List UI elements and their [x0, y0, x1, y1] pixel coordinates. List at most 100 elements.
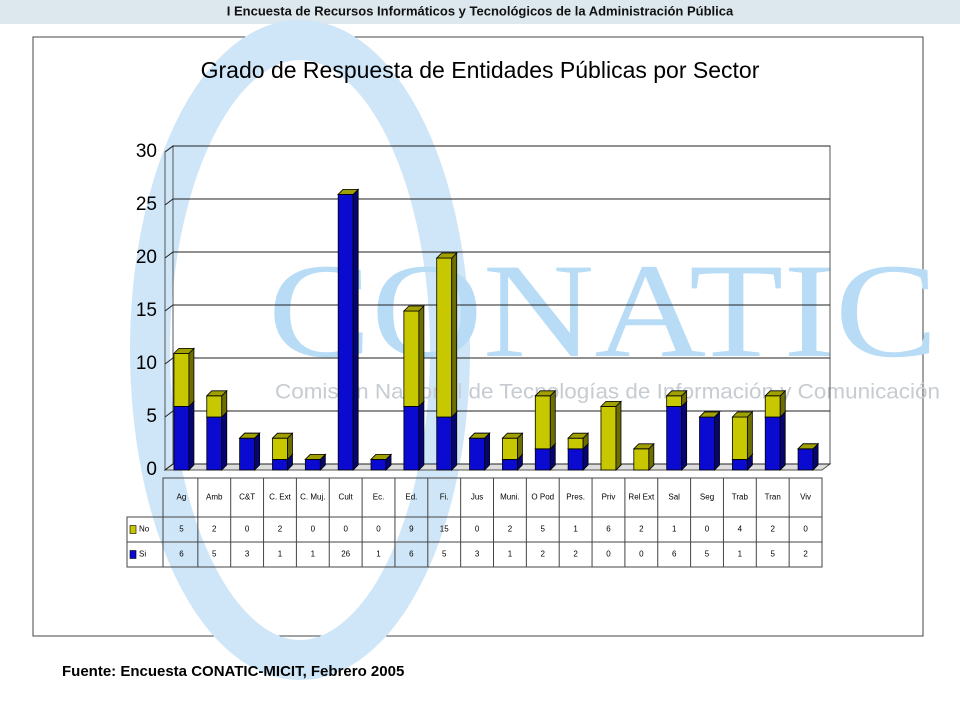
bar-segment: [435, 252, 458, 418]
bar-top: [304, 453, 327, 460]
y-tick-label: 25: [136, 194, 157, 215]
legend-label: No: [139, 525, 150, 534]
y-tick-label: 20: [136, 247, 157, 268]
value-label: 2: [639, 525, 644, 534]
bar-side: [188, 347, 195, 408]
bar-segment: [764, 389, 787, 418]
bar-side: [549, 389, 556, 450]
bar-front: [403, 310, 420, 407]
value-label: 5: [179, 525, 184, 534]
bar-segment: [698, 411, 721, 418]
x-tick-label: Muni.: [500, 493, 520, 502]
y-tick-label: 30: [136, 141, 157, 162]
bar-side: [221, 411, 228, 471]
bar-segment: [797, 443, 820, 450]
value-label: 5: [541, 525, 546, 534]
bar-front: [666, 405, 683, 471]
value-label: 1: [672, 525, 677, 534]
bar-top: [534, 390, 557, 397]
bar-segment: [337, 188, 360, 471]
x-tick-label: O Pod: [531, 493, 554, 502]
bar-segment: [271, 432, 294, 461]
x-tick-label: C. Muj.: [300, 493, 325, 502]
bar-top: [402, 305, 425, 312]
value-label: 0: [803, 525, 808, 534]
value-label: 1: [738, 550, 743, 559]
bar-top: [567, 432, 590, 439]
bar-top: [370, 453, 392, 460]
bar-front: [567, 437, 584, 450]
y-tick-label: 10: [136, 353, 157, 374]
bar-top: [600, 400, 622, 407]
bar-front: [272, 458, 288, 471]
bar-top: [468, 432, 491, 439]
legend-swatch: [129, 550, 137, 559]
header-bar: [0, 0, 960, 24]
value-label: 6: [606, 525, 611, 534]
value-label: 3: [475, 550, 480, 559]
grid-line: [164, 198, 830, 206]
x-tick-label: Cult: [339, 493, 354, 502]
x-tick-label: Amb: [206, 493, 223, 502]
value-label: 26: [341, 550, 350, 559]
x-tick-label: Ec.: [373, 493, 385, 502]
value-label: 5: [770, 550, 775, 559]
bar-segment: [172, 400, 195, 471]
value-label: 0: [245, 525, 250, 534]
bar-top: [764, 390, 787, 397]
bar-front: [567, 448, 584, 471]
bar-front: [337, 193, 354, 471]
bar-front: [436, 257, 453, 418]
value-label: 2: [573, 550, 578, 559]
bar-segment: [402, 305, 425, 408]
value-label: 0: [311, 525, 316, 534]
bar-front: [173, 405, 190, 471]
bar-segment: [370, 453, 392, 460]
bar-top: [698, 411, 721, 418]
value-label: 0: [343, 525, 348, 534]
chart-title: Grado de Respuesta de Entidades Públicas…: [201, 57, 760, 83]
bar-segment: [665, 400, 688, 471]
legend-swatch: [129, 525, 137, 534]
bar-side: [714, 411, 720, 471]
grid-line: [164, 251, 830, 259]
bar-segment: [632, 442, 655, 471]
bar-front: [633, 448, 650, 471]
value-label: 1: [376, 550, 381, 559]
bar-segment: [238, 432, 261, 439]
floor: [163, 463, 832, 471]
bar-front: [534, 448, 551, 471]
bar-front: [731, 416, 748, 460]
value-label: 1: [573, 525, 578, 534]
bar-top: [337, 188, 360, 195]
value-label: 2: [212, 525, 217, 534]
bar-front: [797, 448, 814, 471]
bar-front: [534, 395, 551, 450]
value-label: 2: [541, 550, 546, 559]
bar-side: [681, 400, 688, 471]
x-tick-label: C&T: [239, 493, 255, 502]
bar-top: [205, 390, 228, 397]
bar-top: [665, 390, 688, 397]
watermark-subtitle: Comisión Nacional de Tecnologías de Info…: [275, 381, 940, 404]
x-tick-label: C. Ext: [269, 493, 292, 502]
bar-front: [699, 416, 715, 471]
bar-side: [484, 432, 490, 471]
bar-segment: [402, 400, 425, 471]
x-tick-label: Viv: [800, 493, 811, 502]
bar-front: [403, 405, 420, 471]
bar-front: [469, 437, 485, 471]
value-label: 2: [508, 525, 513, 534]
bar-front: [239, 437, 256, 471]
bar-top: [271, 432, 294, 439]
value-label: 5: [212, 550, 217, 559]
bar-side: [451, 252, 458, 418]
bar-front: [731, 458, 748, 471]
bar-top: [632, 443, 655, 450]
bar-segment: [172, 347, 195, 408]
bar-segment: [534, 389, 557, 450]
value-label: 6: [179, 550, 184, 559]
x-tick-label: Trab: [732, 493, 749, 502]
